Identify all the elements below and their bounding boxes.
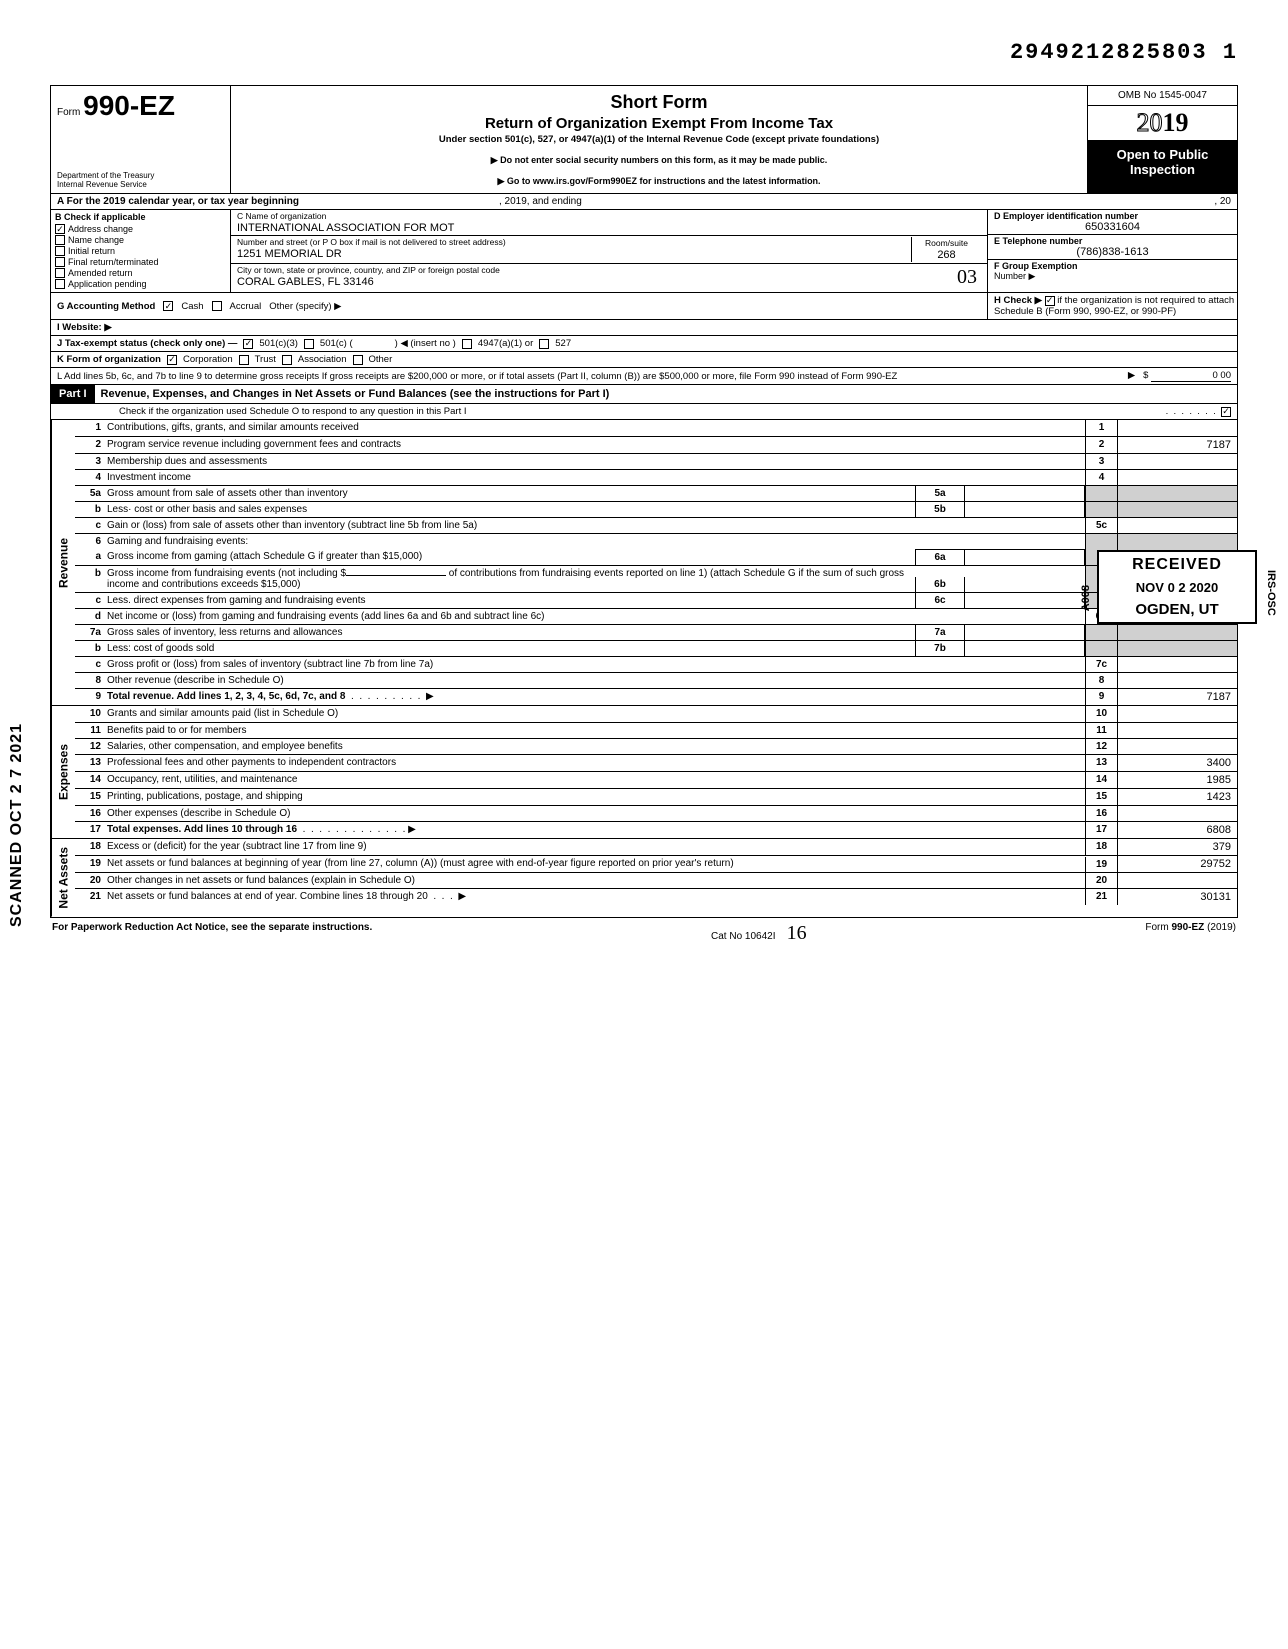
ein: 650331604 [994,221,1231,233]
amt-2: 7187 [1117,437,1237,453]
chk-initial[interactable] [55,246,65,256]
chk-4947[interactable] [462,339,472,349]
chk-corp[interactable]: ✓ [167,355,177,365]
part-1-grid: RECEIVED NOV 0 2 2020 OGDEN, UT A008 IRS… [50,420,1238,918]
note-1: ▶ Do not enter social security numbers o… [239,155,1079,166]
section-b: B Check if applicable ✓Address change Na… [51,210,231,292]
amt-11 [1117,723,1237,738]
tax-year: 2019 [1088,106,1237,141]
chk-527[interactable] [539,339,549,349]
amt-10 [1117,706,1237,722]
amt-7c [1117,657,1237,672]
stamp-code: A008 [1080,585,1092,611]
chk-pending[interactable] [55,279,65,289]
amt-5c [1117,518,1237,533]
line-a: A For the 2019 calendar year, or tax yea… [50,193,1238,210]
line-k: K Form of organization ✓Corporation Trus… [50,352,1238,368]
amt-16 [1117,806,1237,821]
chk-name-change[interactable] [55,235,65,245]
title-main: Return of Organization Exempt From Incom… [239,115,1079,132]
dln: 2949212825803 1 [50,40,1238,65]
org-city: CORAL GABLES, FL 33146 [237,275,981,288]
amt-20 [1117,873,1237,888]
amt-19: 29752 [1117,856,1237,872]
chk-schedule-o[interactable]: ✓ [1221,407,1231,417]
handwritten-03: 03 [957,266,977,289]
chk-other[interactable] [353,355,363,365]
chk-assoc[interactable] [282,355,292,365]
form-number: Form 990-EZ [57,90,224,122]
side-netassets: Net Assets [51,839,75,917]
amt-21: 30131 [1117,889,1237,905]
phone: (786)838-1613 [994,246,1231,258]
room-suite: 268 [914,248,979,261]
amt-1 [1117,420,1237,436]
section-c: C Name of organization INTERNATIONAL ASS… [231,210,987,292]
chk-address-change[interactable]: ✓ [55,224,65,234]
part-1-check: Check if the organization used Schedule … [50,404,1238,420]
amt-17: 6808 [1117,822,1237,838]
chk-cash[interactable]: ✓ [163,301,173,311]
amt-3 [1117,454,1237,469]
dept: Department of the Treasury Internal Reve… [57,171,224,189]
line-l: L Add lines 5b, 6c, and 7b to line 9 to … [50,368,1238,385]
line-j: J Tax-exempt status (check only one) — ✓… [50,336,1238,352]
org-name: INTERNATIONAL ASSOCIATION FOR MOT [237,221,981,234]
note-2: ▶ Go to www.irs.gov/Form990EZ for instru… [239,176,1079,187]
section-f: F Group ExemptionNumber ▶ [988,260,1237,283]
part-1-header: Part I Revenue, Expenses, and Changes in… [50,385,1238,404]
open-public: Open to Public Inspection [1088,141,1237,193]
side-revenue: Revenue [51,420,75,705]
amt-8 [1117,673,1237,688]
chk-final[interactable] [55,257,65,267]
omb: OMB No 1545-0047 [1088,86,1237,106]
handwritten-16: 16 [787,922,807,944]
amt-15: 1423 [1117,789,1237,805]
amt-4 [1117,470,1237,485]
amt-18: 379 [1117,839,1237,855]
amt-14: 1985 [1117,772,1237,788]
chk-amended[interactable] [55,268,65,278]
amt-13: 3400 [1117,755,1237,771]
side-expenses: Expenses [51,706,75,838]
org-street: 1251 MEMORIAL DR [237,247,911,260]
chk-accrual[interactable] [212,301,222,311]
received-stamp: RECEIVED NOV 0 2 2020 OGDEN, UT [1097,550,1257,624]
section-d: D Employer identification number 6503316… [988,210,1237,235]
line-i: I Website: ▶ [50,320,1238,336]
entity-block: B Check if applicable ✓Address change Na… [50,210,1238,293]
amt-9: 7187 [1117,689,1237,705]
title-sub: Under section 501(c), 527, or 4947(a)(1)… [239,134,1079,145]
amt-12 [1117,739,1237,754]
chk-trust[interactable] [239,355,249,365]
chk-h[interactable]: ✓ [1045,296,1055,306]
title-short: Short Form [239,92,1079,113]
section-e: E Telephone number (786)838-1613 [988,235,1237,260]
scanned-stamp: SCANNED OCT 2 7 2021 [8,722,26,926]
stamp-side: IRS-OSC [1265,570,1277,616]
line-g-h: G Accounting Method ✓Cash Accrual Other … [50,293,1238,320]
chk-501c[interactable] [304,339,314,349]
page-footer: For Paperwork Reduction Act Notice, see … [50,918,1238,949]
chk-501c3[interactable]: ✓ [243,339,253,349]
form-header: Form 990-EZ Department of the Treasury I… [50,85,1238,193]
gross-receipts: 0 00 [1151,370,1231,382]
